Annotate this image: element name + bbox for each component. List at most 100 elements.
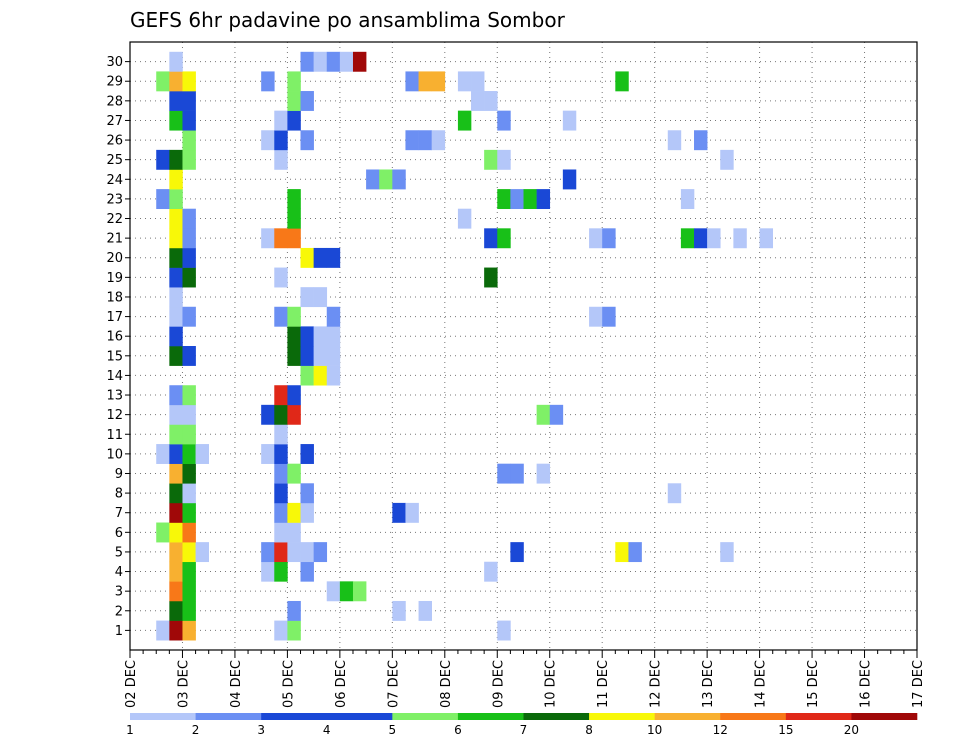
heatmap-cell: [182, 581, 196, 602]
heatmap-cell: [182, 149, 196, 170]
y-tick-label: 7: [115, 506, 123, 521]
heatmap-cell: [182, 267, 196, 288]
x-tick-label: 05 DEC: [281, 660, 296, 708]
heatmap-cell: [300, 365, 314, 386]
x-tick-label: 13 DEC: [701, 660, 716, 708]
heatmap-cell: [615, 542, 629, 563]
heatmap-cell: [169, 267, 183, 288]
heatmap-cell: [497, 149, 511, 170]
heatmap-cell: [300, 326, 314, 347]
heatmap-cell: [274, 228, 288, 249]
x-axis: 02 DEC 03 DEC 04 DEC 05 DEC 06 DEC 07 DEC 08 D…: [124, 650, 926, 708]
heatmap-cell: [182, 247, 196, 268]
heatmap-cell: [536, 463, 551, 484]
heatmap-cell: [707, 228, 721, 249]
heatmap-cell: [589, 306, 603, 327]
heatmap-cell: [720, 149, 734, 170]
colorbar-swatch: [851, 713, 918, 720]
heatmap-cell: [300, 502, 314, 523]
heatmap-cell: [169, 444, 183, 464]
y-tick-label: 3: [115, 585, 123, 600]
heatmap-cell: [326, 581, 341, 602]
y-tick-label: 6: [115, 526, 123, 541]
heatmap-cell: [169, 404, 183, 425]
heatmap-cell: [274, 306, 288, 327]
heatmap-cell: [169, 483, 183, 504]
y-tick-label: 20: [106, 251, 123, 266]
heatmap-cell: [182, 444, 196, 464]
heatmap-cell: [287, 228, 301, 249]
heatmap-cell: [156, 189, 170, 210]
x-tick-label: 16 DEC: [859, 660, 874, 708]
heatmap-cell: [169, 326, 183, 347]
heatmap-cell: [169, 620, 183, 641]
heatmap-cell: [562, 169, 577, 190]
heatmap-cell: [182, 306, 196, 327]
y-tick-label: 19: [106, 271, 123, 286]
heatmap-cell: [497, 189, 511, 210]
heatmap-cell: [261, 130, 275, 151]
y-tick-label: 17: [106, 310, 123, 325]
heatmap-cell: [667, 130, 682, 151]
heatmap-cell: [169, 169, 183, 190]
heatmap-cell: [287, 522, 301, 543]
heatmap-cell: [313, 365, 328, 386]
heatmap-cell: [300, 130, 314, 151]
x-tick-label: 11 DEC: [596, 660, 611, 708]
heatmap-cell: [274, 502, 288, 523]
heatmap-cell: [182, 385, 196, 406]
heatmap-cell: [694, 228, 708, 249]
heatmap-cell: [182, 71, 196, 92]
heatmap-cell: [602, 228, 616, 249]
heatmap-cell: [497, 228, 511, 249]
heatmap-cell: [169, 189, 183, 210]
heatmap-cell: [313, 346, 328, 366]
x-tick-label: 15 DEC: [806, 660, 821, 708]
heatmap-cell: [431, 130, 446, 151]
heatmap-cell: [484, 149, 498, 170]
heatmap-cell: [287, 385, 301, 406]
colorbar-swatch: [654, 713, 721, 720]
colorbar-label: 3: [257, 723, 265, 737]
heatmap-cell: [182, 130, 196, 151]
y-tick-label: 28: [106, 94, 123, 109]
y-tick-label: 12: [106, 408, 123, 423]
heatmap-cell: [156, 620, 170, 641]
heatmap-cell: [457, 110, 472, 131]
colorbar-swatch: [326, 713, 393, 720]
heatmap-cell: [169, 287, 183, 308]
heatmap-cell: [313, 542, 328, 563]
heatmap-cell: [313, 287, 328, 308]
colorbar-swatch: [195, 713, 262, 720]
y-tick-label: 16: [106, 330, 123, 345]
heatmap-cell: [169, 247, 183, 268]
heatmap-cell: [169, 502, 183, 523]
heatmap-cell: [261, 444, 275, 464]
heatmap-cell: [261, 71, 275, 92]
colorbar-label: 7: [520, 723, 528, 737]
heatmap-cell: [287, 600, 301, 621]
heatmap-cell: [156, 71, 170, 92]
heatmap-cell: [274, 463, 288, 484]
heatmap-cell: [169, 600, 183, 621]
heatmap-cell: [497, 620, 511, 641]
heatmap-cell: [339, 51, 354, 72]
heatmap-cell: [169, 91, 183, 111]
heatmap-cell: [720, 542, 734, 563]
x-tick-label: 07 DEC: [386, 660, 401, 708]
heatmap-cell: [169, 208, 183, 229]
heatmap-cell: [366, 169, 380, 190]
heatmap-cell: [326, 306, 341, 327]
heatmap-cell: [274, 483, 288, 504]
heatmap-cell: [628, 542, 642, 563]
heatmap-cell: [156, 522, 170, 543]
heatmap-cell: [313, 51, 328, 72]
heatmap-cell: [352, 51, 367, 72]
heatmap-cell: [313, 326, 328, 347]
heatmap-cell: [300, 346, 314, 366]
heatmap-cell: [261, 542, 275, 563]
heatmap-cell: [182, 110, 196, 131]
heatmap-cell: [759, 228, 774, 249]
colorbar-legend: 1 2 3 4 5 6 7 8 10 12 15 20: [126, 713, 918, 737]
heatmap-cell: [523, 189, 537, 210]
